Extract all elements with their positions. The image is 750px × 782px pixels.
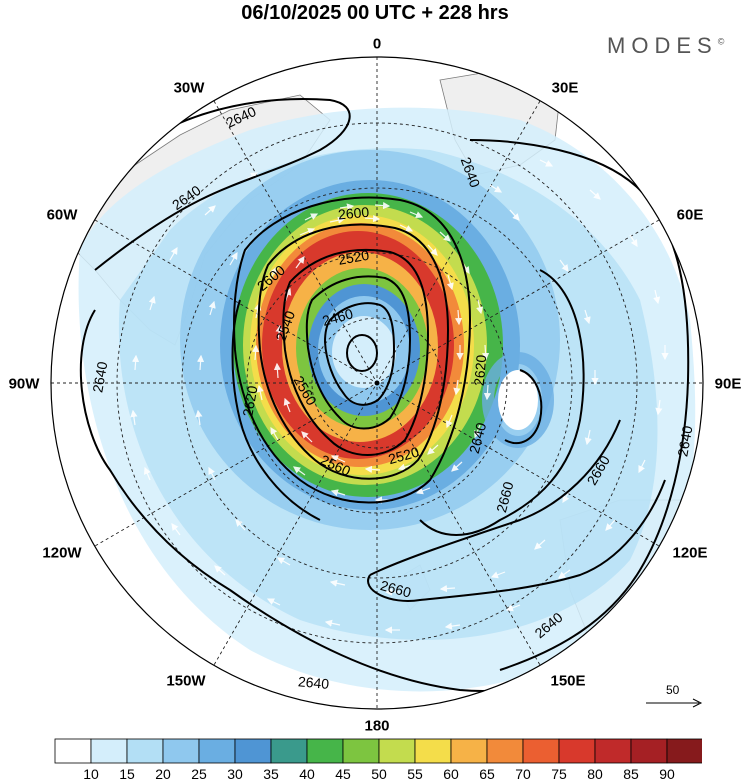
colorbar-swatch <box>126 738 164 764</box>
colorbar-swatch <box>198 738 236 764</box>
colorbar-swatch <box>594 738 632 764</box>
map-content: 2640 2640 2640 2600 2520 2600 2460 2540 … <box>51 57 703 709</box>
colorbar-tick-label: 55 <box>407 766 423 782</box>
lon-label-120w: 120W <box>42 544 82 562</box>
contour-label: 2640 <box>89 360 110 394</box>
pole-marker <box>374 380 380 386</box>
colorbar-swatch <box>234 738 272 764</box>
colorbar-tick-label: 70 <box>515 766 531 782</box>
colorbar-swatch <box>558 738 596 764</box>
contour-label: 2620 <box>471 354 490 387</box>
colorbar-tick-label: 30 <box>227 766 243 782</box>
lon-label-150e: 150E <box>550 672 586 690</box>
colorbar-swatch <box>450 738 488 764</box>
colorbar-swatch <box>666 738 702 764</box>
colorbar-tick-label: 90 <box>659 766 675 782</box>
colorbar-swatch <box>630 738 668 764</box>
colorbar-tick-label: 85 <box>623 766 639 782</box>
map-border <box>50 56 704 710</box>
lon-label-180: 180 <box>364 717 390 735</box>
colorbar-swatch <box>162 738 200 764</box>
colorbar-swatch <box>54 738 92 764</box>
colorbar-swatch <box>522 738 560 764</box>
colorbar-tick-label: 35 <box>263 766 279 782</box>
colorbar-tick-label: 60 <box>443 766 459 782</box>
colorbar-tick-label: 40 <box>299 766 315 782</box>
lon-label-90w: 90W <box>8 375 40 393</box>
contour-label: 2640 <box>466 421 490 455</box>
map-title: 06/10/2025 00 UTC + 228 hrs <box>241 2 509 24</box>
wind-reference-arrow <box>646 698 703 708</box>
colorbar-swatch <box>306 738 344 764</box>
contour-label: 2660 <box>379 577 413 601</box>
contour-label: 2620 <box>239 384 260 418</box>
lon-label-60e: 60E <box>676 206 704 224</box>
colorbar-swatch <box>414 738 452 764</box>
contour-label: 2640 <box>674 424 695 458</box>
wind-reference-label: 50 <box>666 683 680 697</box>
colorbar-swatch <box>90 738 128 764</box>
colorbar-swatch <box>378 738 416 764</box>
colorbar-swatch <box>486 738 524 764</box>
colorbar-swatch <box>342 738 380 764</box>
lon-label-120e: 120E <box>672 544 708 562</box>
contour-label: 2600 <box>337 204 370 223</box>
lon-label-60w: 60W <box>46 206 78 224</box>
lon-label-0: 0 <box>372 35 382 53</box>
colorbar-tick-label: 75 <box>551 766 567 782</box>
contour-label: 2660 <box>493 480 517 514</box>
colorbar <box>54 738 702 764</box>
contour-label: 2520 <box>337 247 371 268</box>
contour-label: 2520 <box>387 444 421 468</box>
contour-label: 2460 <box>320 305 354 329</box>
lon-label-30e: 30E <box>551 79 579 97</box>
lon-label-90e: 90E <box>714 375 742 393</box>
colorbar-tick-label: 20 <box>155 766 171 782</box>
lon-label-30w: 30W <box>173 79 205 97</box>
colorbar-tick-label: 80 <box>587 766 603 782</box>
contour-label: 2640 <box>297 673 330 692</box>
lon-label-150w: 150W <box>166 672 206 690</box>
height-contours <box>79 98 690 692</box>
colorbar-tick-label: 65 <box>479 766 495 782</box>
colorbar-swatch <box>270 738 308 764</box>
polar-map: 2640 2640 2640 2600 2520 2600 2460 2540 … <box>50 56 704 710</box>
colorbar-tick-label: 25 <box>191 766 207 782</box>
colorbar-tick-label: 45 <box>335 766 351 782</box>
colorbar-tick-label: 50 <box>371 766 387 782</box>
modes-logo: MODES© <box>607 33 725 58</box>
colorbar-tick-label: 10 <box>83 766 99 782</box>
colorbar-tick-label: 15 <box>119 766 135 782</box>
